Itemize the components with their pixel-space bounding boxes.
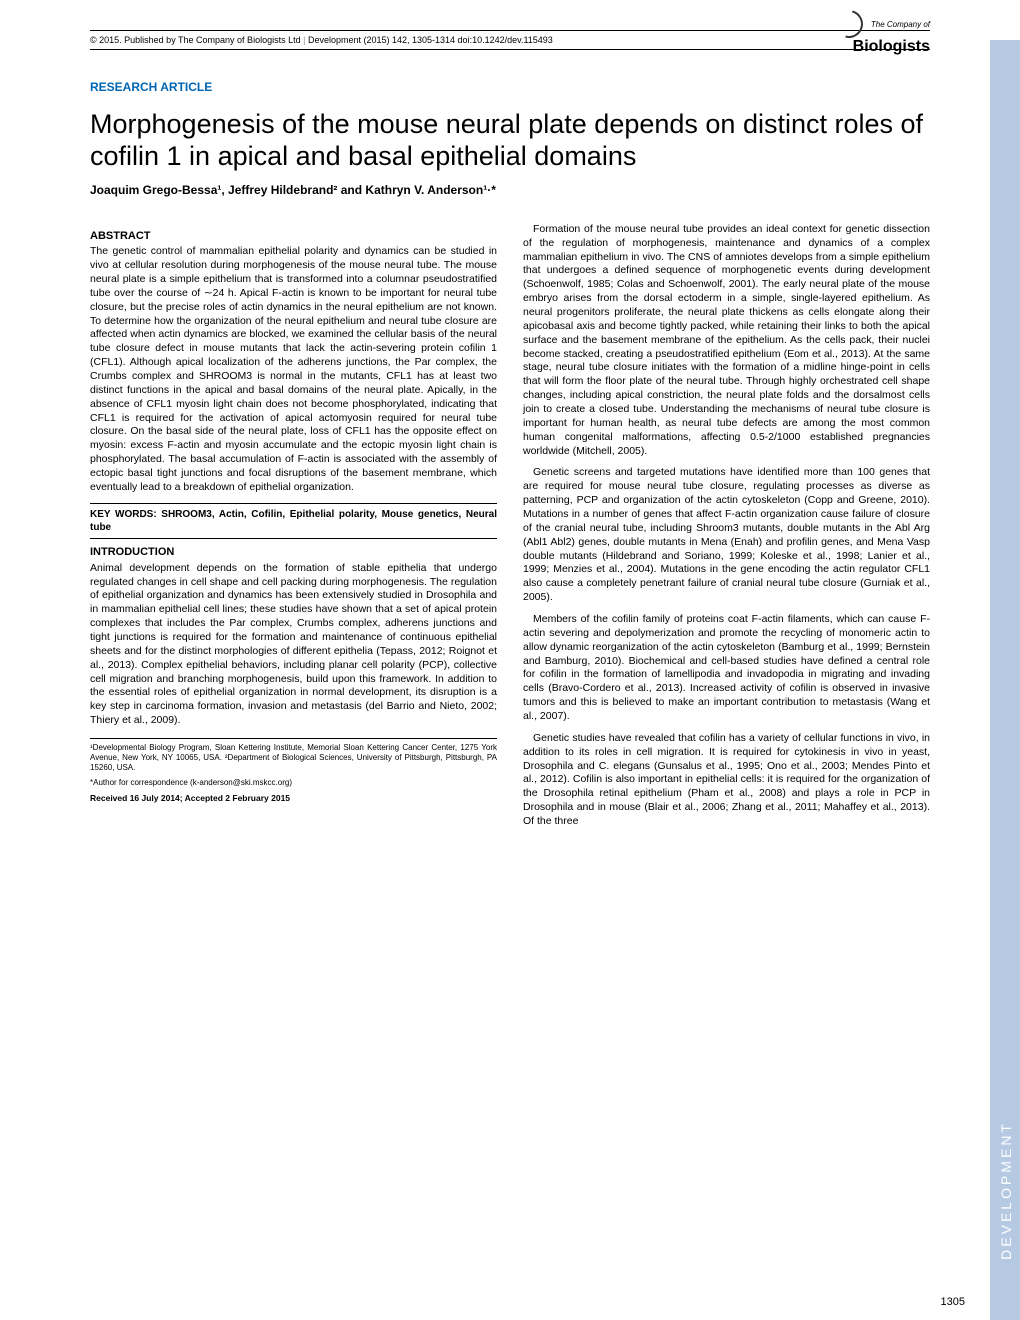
col2-paragraph-1: Formation of the mouse neural tube provi… [523,223,930,459]
col2-paragraph-3: Members of the cofilin family of protein… [523,613,930,724]
abstract-heading: ABSTRACT [90,229,497,244]
logo-big-text: Biologists [853,38,930,55]
side-label: DEVELOPMENT [998,1121,1014,1260]
article-title: Morphogenesis of the mouse neural plate … [90,108,930,173]
logo-small-text: The Company of [871,20,930,29]
abstract-text: The genetic control of mammalian epithel… [90,245,497,494]
journal-ref: Development (2015) 142, 1305-1314 doi:10… [308,35,553,45]
article-type: RESEARCH ARTICLE [90,80,930,94]
affiliation-text: ¹Developmental Biology Program, Sloan Ke… [90,743,497,773]
right-column: Formation of the mouse neural tube provi… [523,223,930,837]
received-dates: Received 16 July 2014; Accepted 2 Februa… [90,793,497,804]
publisher-logo: The Company of Biologists [835,10,930,56]
page-container: The Company of Biologists © 2015. Publis… [0,0,1020,847]
introduction-heading: INTRODUCTION [90,545,497,560]
body-columns: ABSTRACT The genetic control of mammalia… [90,223,930,837]
page-number: 1305 [941,1296,965,1308]
copyright-text: © 2015. Published by The Company of Biol… [90,35,301,45]
col2-paragraph-2: Genetic screens and targeted mutations h… [523,466,930,605]
authors: Joaquim Grego-Bessa¹, Jeffrey Hildebrand… [90,183,930,197]
header-bar: © 2015. Published by The Company of Biol… [90,30,930,50]
correspondence: *Author for correspondence (k-anderson@s… [90,778,497,788]
intro-paragraph-1: Animal development depends on the format… [90,562,497,728]
col2-paragraph-4: Genetic studies have revealed that cofil… [523,732,930,829]
affiliations: ¹Developmental Biology Program, Sloan Ke… [90,738,497,804]
left-column: ABSTRACT The genetic control of mammalia… [90,223,497,837]
keywords: KEY WORDS: SHROOM3, Actin, Cofilin, Epit… [90,503,497,539]
